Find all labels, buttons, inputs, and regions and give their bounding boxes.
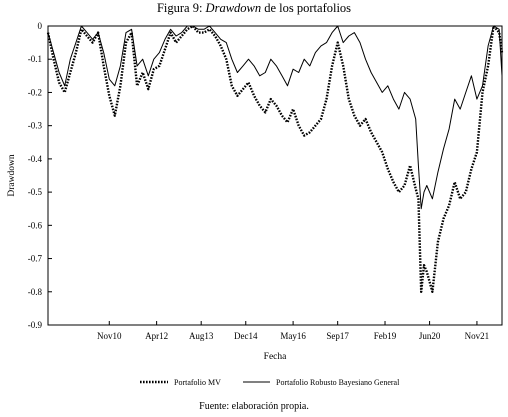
figure-title-prefix: Figura 9: [156,1,206,15]
figure-title: Figura 9: Drawdown de los portafolios [0,1,508,16]
y-axis-label: Drawdown [7,154,17,196]
x-axis-label: Fecha [264,352,287,362]
y-tick-label: -0.2 [28,87,42,97]
legend-label-portafolio-robusto: Portafolio Robusto Bayesiano General [276,378,400,387]
series-lines [46,24,504,293]
x-tick-label: Apr12 [145,331,168,341]
y-tick-label: -0.7 [28,254,43,264]
x-tick-label: Nov21 [465,331,490,341]
drawdown-chart: 0 -0.1 -0.2 -0.3 -0.4 -0.5 -0.6 -0.7 -0.8 -0.9 No… [7,21,504,387]
y-tick-label: -0.9 [28,320,43,330]
figure-source: Fuente: elaboración propia. [199,401,309,412]
y-tick-label: -0.8 [28,287,43,297]
y-tick-label: -0.3 [28,121,43,131]
y-axis-ticks: 0 -0.1 -0.2 -0.3 -0.4 -0.5 -0.6 -0.7 -0.8 -0.9 [28,21,52,330]
x-tick-label: Feb19 [374,331,397,341]
series-line-portafolio-robusto [47,25,503,210]
x-tick-label: Jun20 [419,331,441,341]
series-line-portafolio-mv [46,24,504,293]
x-tick-label: Aug13 [189,331,214,341]
y-tick-label: -0.6 [28,220,43,230]
y-tick-label: -0.5 [28,187,43,197]
legend: Portafolio MV Portafolio Robusto Bayesia… [140,378,400,387]
figure-title-suffix: de los portafolios [261,1,352,15]
x-axis-ticks: Nov10 Apr12 Aug13 Dec14 May16 Sep17 Feb19 Jun20… [97,321,489,341]
x-tick-label: Dec14 [234,331,258,341]
y-tick-label: -0.1 [28,54,42,64]
x-tick-label: Nov10 [97,331,122,341]
x-tick-label: May16 [280,331,306,341]
x-tick-label: Sep17 [326,331,349,341]
figure-title-emphasis: Drawdown [205,1,262,15]
y-tick-label: 0 [38,21,43,31]
y-tick-label: -0.4 [28,154,43,164]
legend-label-portafolio-mv: Portafolio MV [174,378,221,387]
plot-frame [47,25,503,326]
